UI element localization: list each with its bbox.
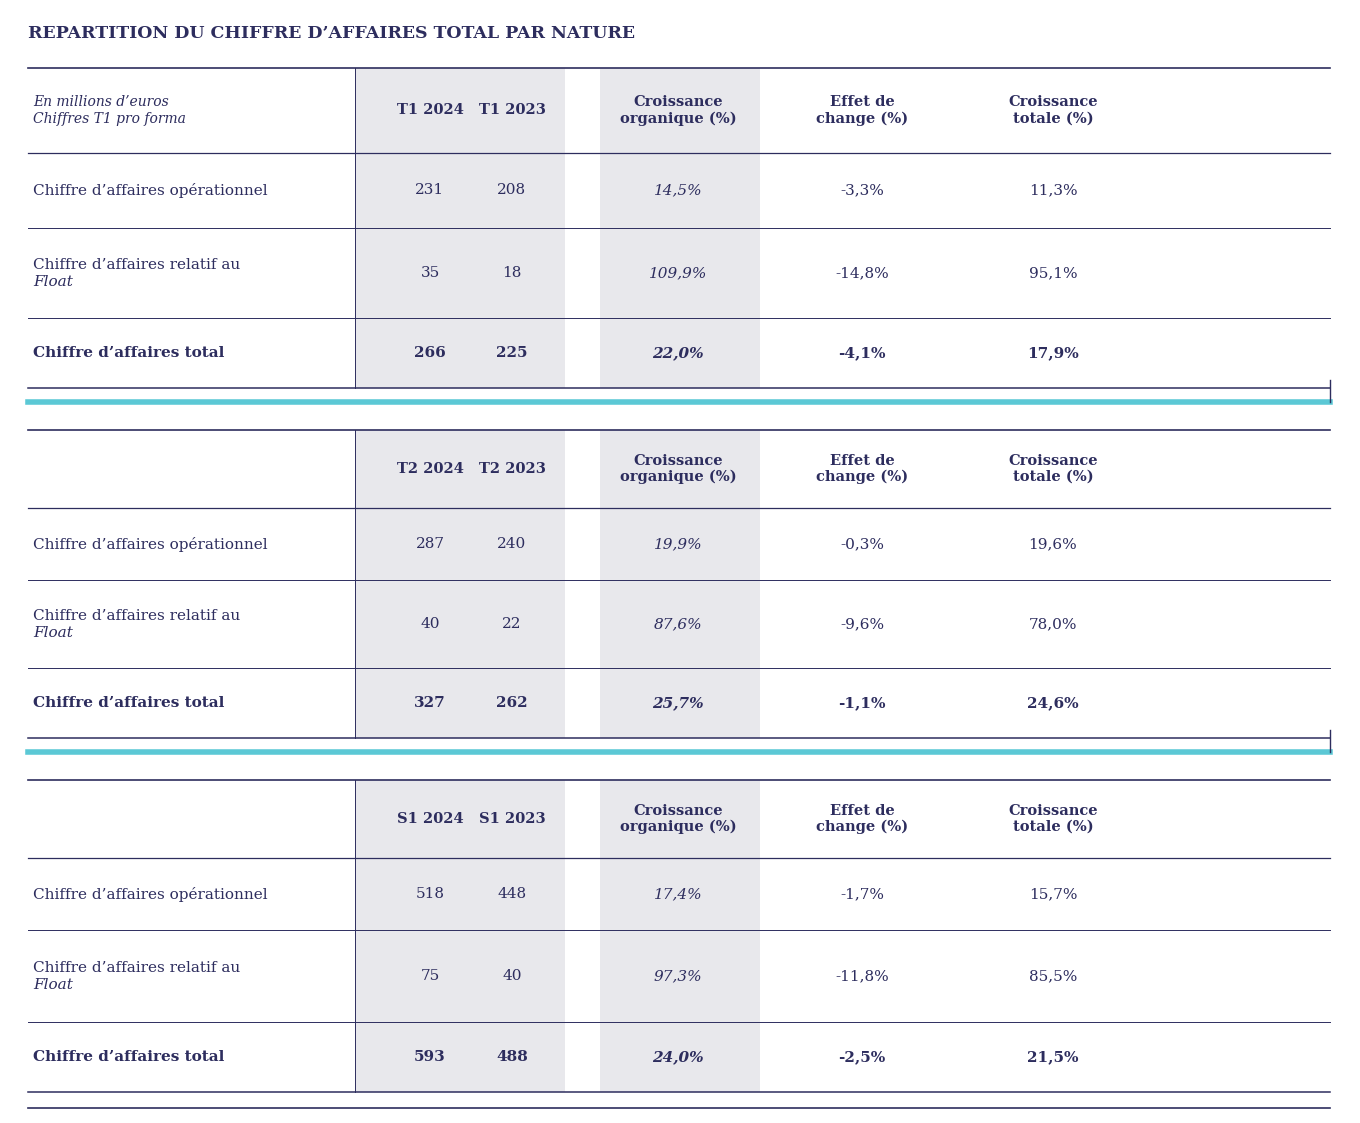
Text: 14,5%: 14,5% xyxy=(654,183,702,198)
Text: Effet de
change (%): Effet de change (%) xyxy=(816,804,908,834)
Text: S1 2023: S1 2023 xyxy=(479,812,545,827)
Text: -14,8%: -14,8% xyxy=(835,266,889,280)
Bar xyxy=(600,1022,760,1092)
Text: 18: 18 xyxy=(502,266,522,280)
Text: Chiffre d’affaires total: Chiffre d’affaires total xyxy=(33,346,224,360)
Text: 97,3%: 97,3% xyxy=(654,969,702,983)
Bar xyxy=(600,69,760,153)
Text: Croissance
organique (%): Croissance organique (%) xyxy=(620,95,736,126)
Text: 21,5%: 21,5% xyxy=(1027,1050,1078,1063)
Bar xyxy=(355,858,564,930)
Text: 40: 40 xyxy=(502,969,522,983)
Text: 262: 262 xyxy=(496,696,528,710)
Bar xyxy=(355,508,564,579)
Text: Croissance
organique (%): Croissance organique (%) xyxy=(620,454,736,484)
Text: 22,0%: 22,0% xyxy=(653,346,704,360)
Text: T2 2024: T2 2024 xyxy=(397,462,464,476)
Text: T1 2024: T1 2024 xyxy=(397,103,464,118)
Bar xyxy=(600,430,760,508)
Bar xyxy=(600,780,760,858)
Text: 518: 518 xyxy=(416,887,445,901)
Text: 488: 488 xyxy=(496,1050,528,1063)
Text: Float: Float xyxy=(33,626,73,640)
Text: Chiffre d’affaires relatif au: Chiffre d’affaires relatif au xyxy=(33,961,241,975)
Text: T1 2023: T1 2023 xyxy=(479,103,545,118)
Text: 22: 22 xyxy=(502,617,522,631)
Bar xyxy=(355,579,564,668)
Text: 11,3%: 11,3% xyxy=(1028,183,1077,198)
Bar xyxy=(600,318,760,389)
Text: 85,5%: 85,5% xyxy=(1028,969,1077,983)
Text: Chiffre d’affaires relatif au: Chiffre d’affaires relatif au xyxy=(33,258,241,272)
Text: Chiffre d’affaires total: Chiffre d’affaires total xyxy=(33,1050,224,1063)
Bar xyxy=(600,153,760,228)
Text: -1,1%: -1,1% xyxy=(838,696,885,710)
Text: -1,7%: -1,7% xyxy=(840,887,884,901)
Text: 225: 225 xyxy=(496,346,528,360)
Bar xyxy=(355,318,564,389)
Text: REPARTITION DU CHIFFRE D’AFFAIRES TOTAL PAR NATURE: REPARTITION DU CHIFFRE D’AFFAIRES TOTAL … xyxy=(29,25,635,42)
Bar xyxy=(600,858,760,930)
Text: Chiffre d’affaires opérationnel: Chiffre d’affaires opérationnel xyxy=(33,886,268,902)
Text: Effet de
change (%): Effet de change (%) xyxy=(816,454,908,484)
Text: -0,3%: -0,3% xyxy=(840,537,884,551)
Bar xyxy=(600,508,760,579)
Bar xyxy=(355,1022,564,1092)
Text: Croissance
totale (%): Croissance totale (%) xyxy=(1008,95,1098,126)
Text: Chiffres T1 pro forma: Chiffres T1 pro forma xyxy=(33,112,186,127)
Text: 593: 593 xyxy=(415,1050,446,1063)
Text: 19,9%: 19,9% xyxy=(654,537,702,551)
Text: 208: 208 xyxy=(498,183,526,198)
Bar xyxy=(600,228,760,318)
Text: 35: 35 xyxy=(420,266,439,280)
Text: Float: Float xyxy=(33,275,73,289)
Text: 17,4%: 17,4% xyxy=(654,887,702,901)
Text: 19,6%: 19,6% xyxy=(1028,537,1077,551)
Bar xyxy=(355,69,564,153)
Text: 78,0%: 78,0% xyxy=(1028,617,1077,631)
Text: Chiffre d’affaires opérationnel: Chiffre d’affaires opérationnel xyxy=(33,183,268,198)
Bar xyxy=(600,668,760,738)
Bar xyxy=(355,228,564,318)
Bar xyxy=(355,430,564,508)
Text: 24,6%: 24,6% xyxy=(1027,696,1078,710)
Text: 231: 231 xyxy=(415,183,445,198)
Bar xyxy=(355,153,564,228)
Text: 17,9%: 17,9% xyxy=(1027,346,1078,360)
Text: Effet de
change (%): Effet de change (%) xyxy=(816,95,908,126)
Bar xyxy=(600,579,760,668)
Bar xyxy=(355,668,564,738)
Text: Chiffre d’affaires opérationnel: Chiffre d’affaires opérationnel xyxy=(33,537,268,551)
Text: -11,8%: -11,8% xyxy=(835,969,889,983)
Text: 240: 240 xyxy=(498,537,526,551)
Text: S1 2024: S1 2024 xyxy=(397,812,464,827)
Text: 287: 287 xyxy=(416,537,445,551)
Text: 24,0%: 24,0% xyxy=(653,1050,704,1063)
Text: Croissance
totale (%): Croissance totale (%) xyxy=(1008,804,1098,834)
Text: T2 2023: T2 2023 xyxy=(479,462,545,476)
Text: Croissance
totale (%): Croissance totale (%) xyxy=(1008,454,1098,484)
Bar xyxy=(355,780,564,858)
Text: 266: 266 xyxy=(415,346,446,360)
Bar xyxy=(600,930,760,1022)
Text: Chiffre d’affaires total: Chiffre d’affaires total xyxy=(33,696,224,710)
Text: Croissance
organique (%): Croissance organique (%) xyxy=(620,804,736,834)
Text: 25,7%: 25,7% xyxy=(653,696,704,710)
Text: 87,6%: 87,6% xyxy=(654,617,702,631)
Text: 448: 448 xyxy=(498,887,526,901)
Text: 75: 75 xyxy=(420,969,439,983)
Text: -9,6%: -9,6% xyxy=(840,617,884,631)
Text: -4,1%: -4,1% xyxy=(838,346,885,360)
Text: En millions d’euros: En millions d’euros xyxy=(33,94,169,109)
Text: 40: 40 xyxy=(420,617,439,631)
Text: 15,7%: 15,7% xyxy=(1028,887,1077,901)
Text: 327: 327 xyxy=(415,696,446,710)
Text: Float: Float xyxy=(33,978,73,992)
Text: 109,9%: 109,9% xyxy=(649,266,707,280)
Text: 95,1%: 95,1% xyxy=(1028,266,1077,280)
Bar xyxy=(355,930,564,1022)
Text: -3,3%: -3,3% xyxy=(840,183,884,198)
Text: -2,5%: -2,5% xyxy=(838,1050,885,1063)
Text: Chiffre d’affaires relatif au: Chiffre d’affaires relatif au xyxy=(33,609,241,623)
